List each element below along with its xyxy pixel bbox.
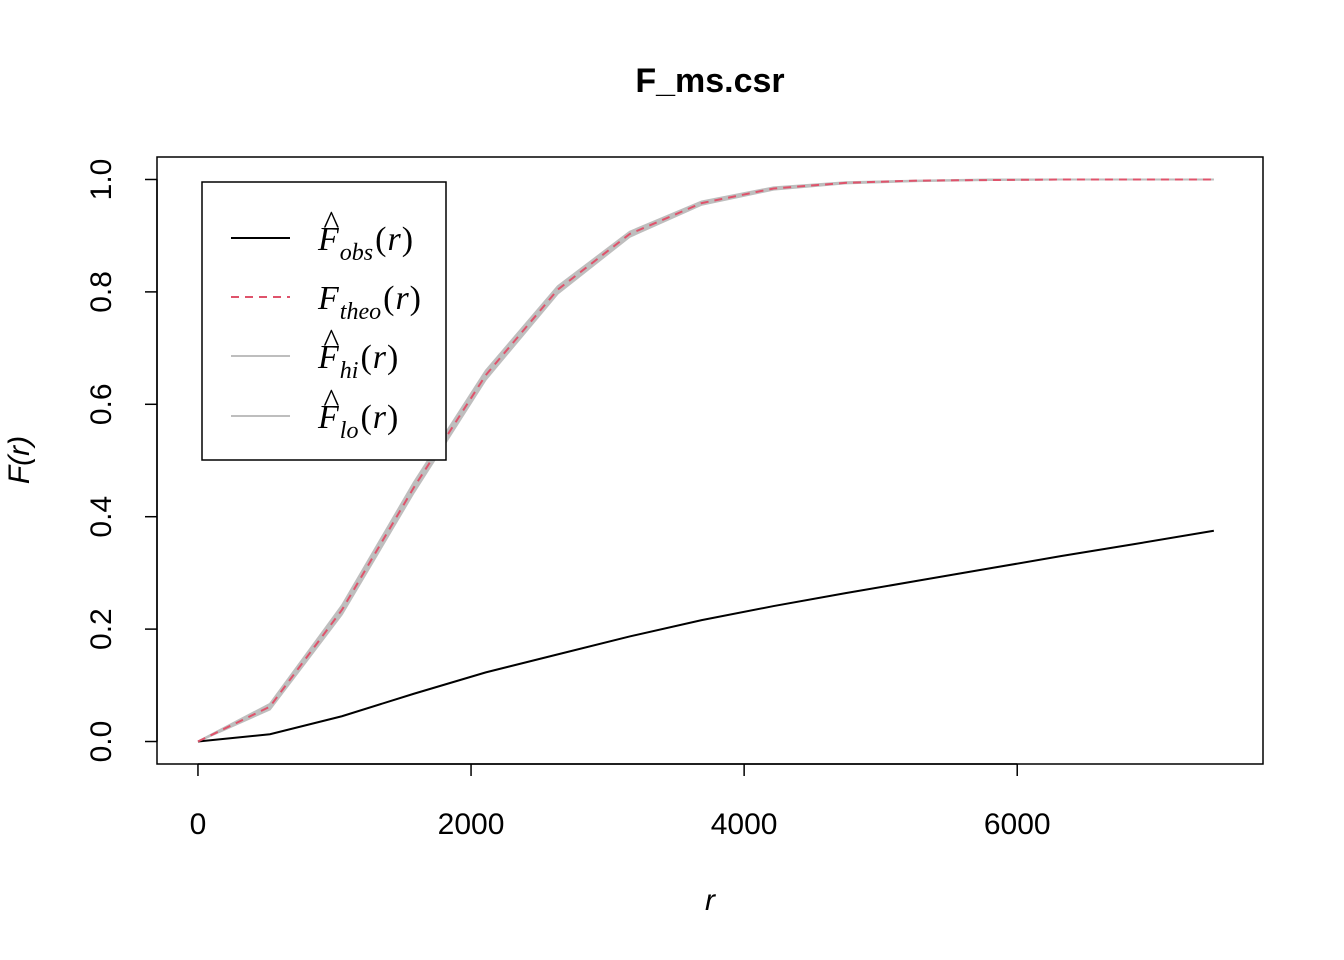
legend-paren-open: (: [360, 399, 371, 436]
x-tick-label: 4000: [711, 808, 778, 841]
y-axis: 0.0 0.2 0.4 0.6 0.8 1.0: [85, 159, 158, 763]
legend-symbol: F: [317, 339, 340, 376]
legend-paren-close: ): [402, 221, 413, 258]
legend-paren-open: (: [360, 339, 371, 376]
series-line-theo: [197, 178, 1214, 743]
legend-hat: ^: [323, 383, 339, 420]
y-tick-label: 1.0: [85, 159, 118, 201]
y-tick-label: 0.0: [85, 721, 118, 763]
legend-item-obs: F^obs(r): [231, 205, 413, 266]
y-tick-label: 0.4: [85, 496, 118, 538]
legend-paren-close: ): [410, 280, 421, 317]
legend-subscript: hi: [340, 358, 359, 384]
legend-symbol: F: [317, 221, 340, 258]
legend: F^obs(r)F theo(r)F^hi(r)F^lo(r): [201, 181, 447, 461]
series-layer: [197, 178, 1215, 743]
legend-paren-close: ): [387, 399, 398, 436]
series-line-obs: [197, 529, 1215, 743]
y-tick-label: 0.6: [85, 383, 118, 425]
x-axis: 0 2000 4000 6000: [190, 763, 1051, 841]
legend-hat: ^: [323, 205, 339, 242]
legend-subscript: obs: [340, 240, 373, 266]
legend-item-hi: F^hi(r): [231, 323, 398, 384]
legend-subscript: theo: [340, 299, 381, 325]
x-tick-label: 0: [190, 808, 207, 841]
legend-paren-open: (: [383, 280, 394, 317]
x-axis-label: r: [705, 884, 716, 917]
legend-paren-open: (: [375, 221, 386, 258]
chart-title: F_ms.csr: [635, 62, 784, 100]
y-axis-label: F(r): [3, 436, 36, 484]
legend-variable: r: [387, 221, 401, 258]
legend-paren-close: ): [387, 339, 398, 376]
legend-symbol: F: [317, 280, 340, 317]
legend-box: [201, 181, 447, 461]
legend-item-lo: F^lo(r): [231, 383, 398, 444]
legend-variable: r: [373, 399, 387, 436]
y-tick-label: 0.8: [85, 271, 118, 313]
legend-variable: r: [373, 339, 387, 376]
legend-hat: ^: [323, 323, 339, 360]
x-tick-label: 2000: [438, 808, 505, 841]
legend-symbol: F: [317, 399, 340, 436]
x-tick-label: 6000: [984, 808, 1051, 841]
legend-subscript: lo: [340, 418, 359, 444]
legend-variable: r: [395, 280, 409, 317]
y-tick-label: 0.2: [85, 608, 118, 650]
